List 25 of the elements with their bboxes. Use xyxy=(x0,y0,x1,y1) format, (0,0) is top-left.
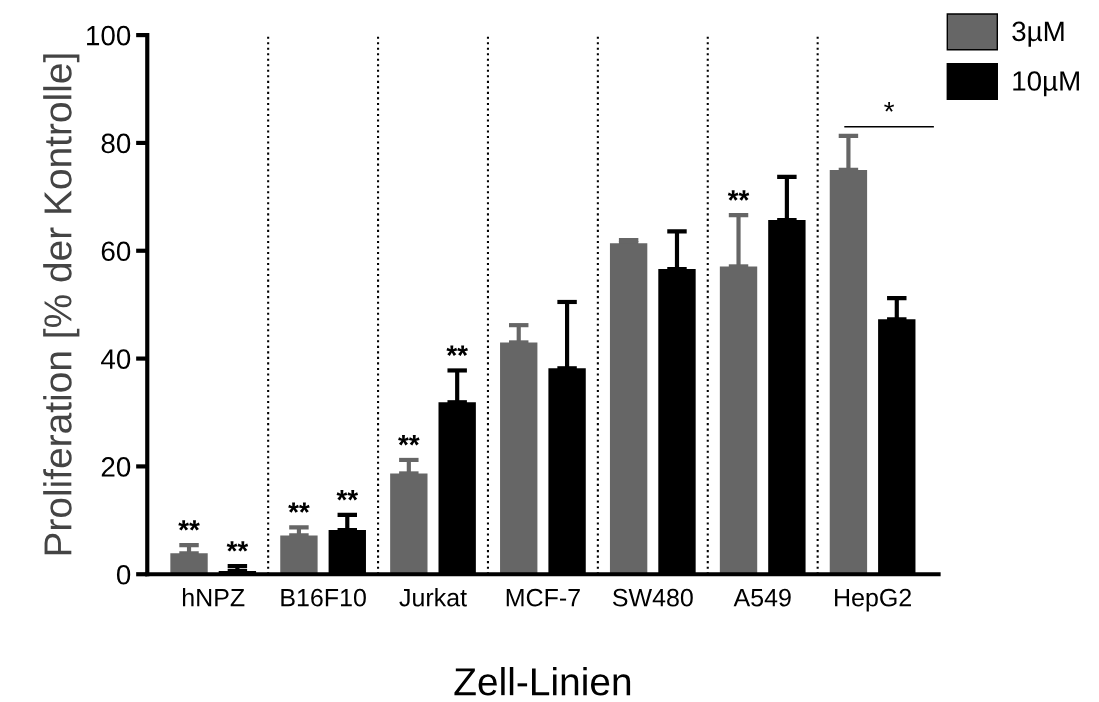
data-label: ** xyxy=(226,541,249,552)
x-tick-label: hNPZ xyxy=(182,588,245,607)
data-label: ** xyxy=(398,435,420,446)
annotation: * xyxy=(884,101,895,112)
data-label: ** xyxy=(288,502,310,513)
x-tick-label: MCF-7 xyxy=(506,588,580,607)
y-tick-label: 0 xyxy=(116,564,131,585)
y-tick-label: 20 xyxy=(101,457,131,477)
y-tick-label: 100 xyxy=(87,25,131,46)
legend-label: 10µM xyxy=(1013,71,1079,97)
data-label: ** xyxy=(446,345,468,356)
x-tick-label: B16F10 xyxy=(281,588,366,607)
data-label: ** xyxy=(336,490,359,501)
x-axis-title: Zell-Linien xyxy=(454,666,631,696)
y-tick-label: 60 xyxy=(101,241,131,262)
x-tick-label: SW480 xyxy=(612,588,693,607)
data-label: ** xyxy=(178,520,200,531)
x-tick-label: HepG2 xyxy=(835,588,911,612)
y-tick-label: 40 xyxy=(101,349,131,369)
y-axis-title: Proliferation [% der Kontrolle] xyxy=(43,54,80,555)
legend-label: 3µM xyxy=(1012,21,1064,47)
x-tick-label: A549 xyxy=(733,588,791,607)
x-tick-label: Jurkat xyxy=(399,588,467,607)
data-label: ** xyxy=(727,190,750,201)
y-tick-label: 80 xyxy=(101,133,131,154)
